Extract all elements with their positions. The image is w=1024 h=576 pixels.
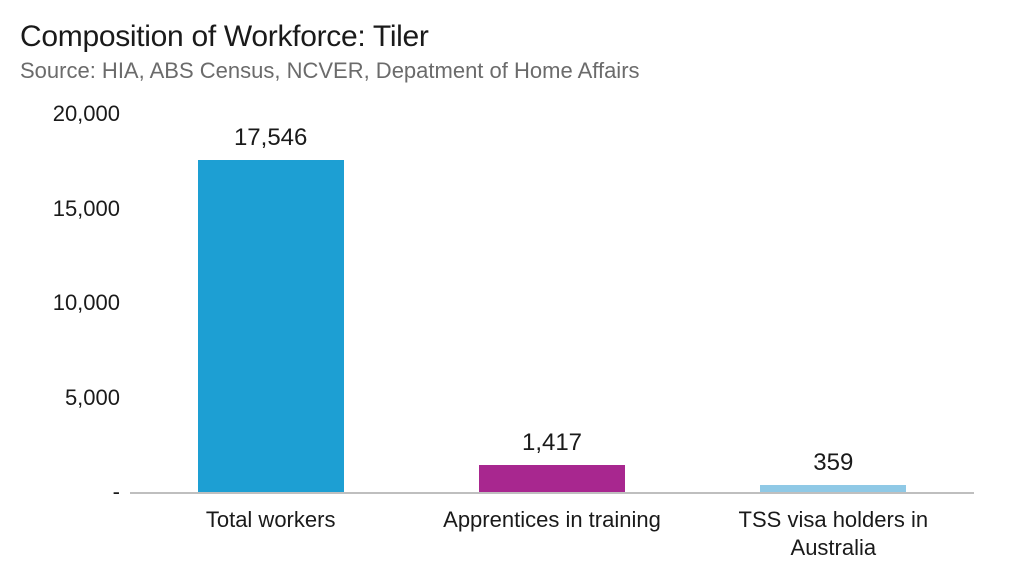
x-tick-label: Total workers [137,506,404,534]
y-tick-label: 15,000 [20,196,120,222]
x-tick-label: Apprentices in training [418,506,685,534]
chart-title: Composition of Workforce: Tiler [20,20,994,54]
y-tick-label: 10,000 [20,290,120,316]
bar [198,160,344,492]
chart-subtitle: Source: HIA, ABS Census, NCVER, Depatmen… [20,58,994,84]
x-tick-label: TSS visa holders in Australia [700,506,967,561]
y-tick-label: - [20,479,120,505]
plot-area: -5,00010,00015,00020,00017,546Total work… [130,114,974,494]
y-tick-label: 5,000 [20,385,120,411]
bar-value-label: 359 [813,449,853,477]
bar-value-label: 1,417 [522,429,582,457]
y-tick-label: 20,000 [20,101,120,127]
bar [479,465,625,492]
bar-value-label: 17,546 [234,124,307,152]
chart-area: -5,00010,00015,00020,00017,546Total work… [20,114,994,574]
bar [760,485,906,492]
